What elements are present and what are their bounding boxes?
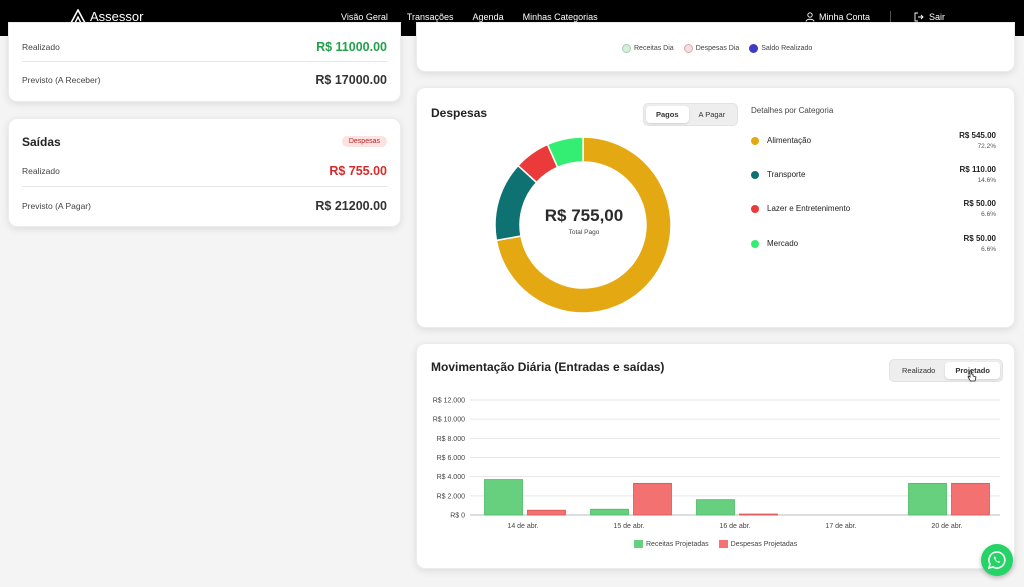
despesas-title: Despesas	[431, 106, 488, 120]
category-percent: 14.6%	[977, 177, 996, 184]
bar-despesas[interactable]	[633, 482, 672, 516]
y-tick-label: R$ 2.000	[437, 493, 466, 500]
category-amount: R$ 110.00	[959, 165, 996, 174]
tab-realizado[interactable]: Realizado	[902, 366, 936, 375]
category-name: Lazer e Entretenimento	[767, 204, 851, 213]
category-name: Transporte	[767, 170, 806, 179]
logout-button[interactable]: Sair	[914, 12, 945, 22]
y-tick-label: R$ 10.000	[433, 417, 465, 424]
account-label: Minha Conta	[819, 12, 871, 22]
legend-receitas-dia[interactable]: Receitas Dia	[622, 44, 674, 53]
whatsapp-icon	[987, 551, 1006, 570]
x-tick-label: 14 de abr.	[507, 523, 538, 530]
category-percent: 72.2%	[977, 143, 996, 150]
account-link[interactable]: Minha Conta	[805, 12, 870, 22]
status-badge: Despesas	[341, 136, 387, 147]
y-tick-label: R$ 4.000	[437, 474, 466, 481]
category-amount: R$ 50.00	[963, 234, 996, 243]
category-row[interactable]: Transporte R$ 110.00 14.6%	[751, 165, 996, 195]
donut-center: R$ 755,00 Total Pago	[520, 206, 648, 236]
user-icon	[805, 12, 815, 22]
nav-agenda[interactable]: Agenda	[472, 12, 504, 22]
bar-receitas[interactable]	[696, 499, 735, 516]
nav-minhas-categorias[interactable]: Minhas Categorias	[522, 12, 598, 22]
bar-despesas[interactable]	[951, 482, 990, 516]
category-row[interactable]: Mercado R$ 50.00 6.6%	[751, 234, 996, 264]
bar-despesas[interactable]	[527, 509, 566, 516]
despesas-toggle: Pagos A Pagar	[643, 103, 739, 126]
saidas-title: Saídas	[22, 135, 61, 149]
entradas-realizado-value: R$ 11000.00	[316, 40, 387, 54]
y-tick-label: R$ 8.000	[437, 436, 466, 443]
y-tick-label: R$ 6.000	[437, 455, 466, 462]
saidas-previsto-label: Previsto (A Pagar)	[22, 201, 91, 211]
brand-name: Assessor	[90, 9, 144, 24]
x-tick-label: 17 de abr.	[825, 523, 856, 530]
y-tick-label: R$ 12.000	[433, 398, 465, 405]
tab-projetado[interactable]: Projetado	[945, 362, 1000, 379]
category-name: Mercado	[767, 239, 799, 248]
category-percent: 6.6%	[981, 246, 996, 253]
category-color-dot	[751, 240, 759, 248]
category-row[interactable]: Lazer e Entretenimento R$ 50.00 6.6%	[751, 199, 996, 229]
brand-mark-icon	[70, 9, 86, 24]
category-color-dot	[751, 205, 759, 213]
donut-slice[interactable]	[495, 136, 672, 314]
mouse-cursor-icon	[967, 370, 977, 382]
main-nav: Visão Geral Transações Agenda Minhas Cat…	[341, 12, 598, 22]
movimentacao-bar-chart: R$ 0 R$ 2.000 R$ 4.000 R$ 6.000 R$ 8.000 R$ 1…	[433, 398, 1000, 530]
bar-receitas[interactable]	[484, 479, 523, 516]
bar-receitas[interactable]	[590, 508, 629, 516]
category-color-dot	[751, 171, 759, 179]
entradas-previsto-label: Previsto (A Receber)	[22, 75, 101, 85]
saidas-realizado-label: Realizado	[22, 166, 60, 176]
category-amount: R$ 50.00	[963, 199, 996, 208]
category-row[interactable]: Alimentação R$ 545.00 72.2%	[751, 131, 996, 161]
bar-receitas[interactable]	[908, 482, 947, 516]
donut-slice[interactable]	[546, 136, 584, 169]
whatsapp-button[interactable]	[981, 544, 1013, 576]
daily-balance-card: Receitas Dia Despesas Dia Saldo Realizad…	[416, 22, 1015, 72]
donut-total-label: Total Pago	[568, 229, 600, 236]
saidas-card: Saídas Despesas Realizado R$ 755.00 Prev…	[8, 118, 401, 227]
tab-pagos[interactable]: Pagos	[646, 106, 689, 123]
category-details-title: Detalhes por Categoria	[751, 106, 834, 115]
category-amount: R$ 545.00	[959, 131, 996, 140]
legend-despesas-dia[interactable]: Despesas Dia	[683, 44, 739, 53]
movimentacao-legend: Receitas Projetadas Despesas Projetadas	[634, 540, 797, 548]
tab-a-pagar[interactable]: A Pagar	[698, 110, 726, 119]
nav-visao-geral[interactable]: Visão Geral	[341, 12, 388, 22]
donut-total-value: R$ 755,00	[544, 206, 624, 225]
saidas-previsto-value: R$ 21200.00	[315, 199, 387, 213]
x-tick-label: 20 de abr.	[931, 523, 962, 530]
x-tick-label: 16 de abr.	[719, 523, 750, 530]
y-tick-label: R$ 0	[450, 513, 465, 520]
logout-icon	[914, 12, 924, 22]
logout-label: Sair	[929, 12, 946, 22]
nav-transacoes[interactable]: Transações	[406, 12, 454, 22]
saidas-realizado-value: R$ 755.00	[329, 164, 387, 178]
legend-saldo-realizado[interactable]: Saldo Realizado	[749, 44, 812, 53]
category-name: Alimentação	[767, 136, 812, 145]
entradas-realizado-label: Realizado	[22, 42, 60, 52]
daily-balance-legend: Receitas Dia Despesas Dia Saldo Realizad…	[622, 44, 812, 53]
nav-divider	[890, 11, 891, 24]
entradas-previsto-value: R$ 17000.00	[315, 73, 387, 87]
legend-receitas-projetadas[interactable]: Receitas Projetadas	[634, 540, 709, 548]
category-color-dot	[751, 137, 759, 145]
category-percent: 6.6%	[981, 211, 996, 218]
bar-despesas[interactable]	[739, 513, 778, 516]
x-tick-label: 15 de abr.	[613, 523, 644, 530]
movimentacao-title: Movimentação Diária (Entradas e saídas)	[431, 360, 665, 374]
despesas-donut-chart	[494, 136, 672, 314]
entradas-card: Realizado R$ 11000.00 Previsto (A Recebe…	[8, 22, 401, 102]
brand-logo[interactable]: Assessor	[70, 9, 143, 24]
movimentacao-toggle: Realizado Projetado	[889, 359, 1003, 382]
legend-despesas-projetadas[interactable]: Despesas Projetadas	[718, 540, 797, 548]
